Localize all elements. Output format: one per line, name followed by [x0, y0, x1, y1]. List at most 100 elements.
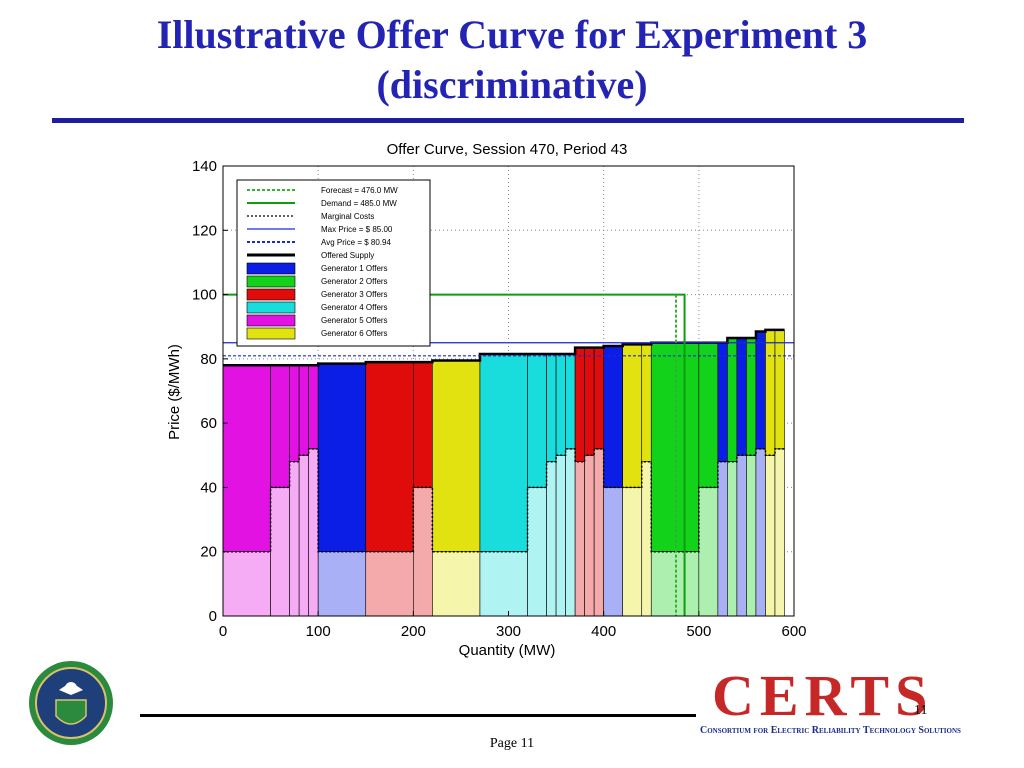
offer-block-gen3 [593, 347, 604, 450]
offer-block-gen3 [584, 347, 595, 456]
offer-block-gen2 [698, 342, 719, 488]
slide-number: 11 [914, 703, 928, 718]
legend-label: Avg Price = $ 80.94 [321, 238, 391, 247]
chart-title: Offer Curve, Session 470, Period 43 [387, 141, 628, 158]
offer-block-gen4 [565, 353, 576, 450]
cost-block-gen3 [413, 487, 433, 617]
offer-block-gen5 [289, 364, 300, 463]
legend-label: Generator 1 Offers [321, 264, 388, 273]
legend-label: Marginal Costs [321, 212, 374, 221]
cost-block-gen4 [565, 448, 576, 617]
legend-label: Generator 2 Offers [321, 277, 388, 286]
x-tick-label: 0 [219, 623, 227, 640]
legend-swatch [246, 275, 296, 288]
slide-title: Illustrative Offer Curve for Experiment … [0, 10, 1024, 110]
x-tick-label: 200 [401, 623, 426, 640]
chart-legend: Forecast = 476.0 MW Demand = 485.0 MW Marg… [236, 179, 431, 347]
offer-block-gen6 [774, 329, 785, 450]
cost-block-gen1 [755, 448, 766, 617]
offer-block-gen6 [622, 344, 643, 488]
legend-swatch [246, 327, 296, 340]
offer-block-gen5 [222, 364, 271, 553]
offer-block-gen4 [546, 353, 557, 463]
offer-block-gen1 [717, 342, 728, 463]
y-axis-label: Price ($/MWh) [166, 344, 183, 440]
cost-block-gen6 [432, 551, 481, 617]
cost-block-gen5 [270, 487, 290, 617]
cost-block-gen5 [298, 454, 309, 617]
offer-block-gen6 [765, 329, 776, 456]
legend-label: Max Price = $ 85.00 [321, 225, 393, 234]
footer-divider [140, 714, 696, 717]
cost-block-gen2 [698, 487, 719, 617]
offer-block-gen2 [727, 337, 738, 463]
x-tick-label: 600 [781, 623, 806, 640]
title-divider [52, 118, 964, 123]
offer-block-gen4 [479, 353, 528, 553]
cost-block-gen4 [479, 551, 528, 617]
cost-block-gen3 [365, 551, 414, 617]
offer-block-gen3 [413, 361, 433, 488]
legend-label: Offered Supply [321, 251, 374, 260]
cost-block-gen3 [584, 454, 595, 617]
cost-block-gen5 [222, 551, 271, 617]
doe-seal-logo [29, 661, 113, 745]
slide-title-line1: Illustrative Offer Curve for Experiment … [156, 12, 868, 57]
cost-block-gen1 [317, 551, 367, 617]
offer-block-gen6 [432, 360, 481, 553]
offer-block-gen5 [308, 364, 319, 450]
cost-block-gen4 [555, 454, 566, 617]
cost-block-gen4 [527, 487, 547, 617]
cost-block-gen4 [546, 461, 557, 617]
offer-block-gen5 [298, 364, 309, 456]
offer-block-gen1 [603, 345, 624, 488]
y-tick-label: 80 [200, 351, 217, 368]
cost-block-gen5 [308, 448, 319, 617]
cost-block-gen6 [765, 454, 776, 617]
y-tick-label: 20 [200, 544, 217, 561]
offer-block-gen4 [527, 353, 547, 488]
cost-block-gen1 [603, 487, 624, 617]
certs-logo-subtitle: Consortium for Electric Reliability Tech… [700, 725, 961, 736]
cost-block-gen1 [736, 454, 747, 617]
cost-block-gen3 [574, 461, 585, 617]
offer-block-gen1 [755, 331, 766, 450]
slide-title-line2: (discriminative) [376, 62, 648, 107]
cost-block-gen1 [717, 461, 728, 617]
x-tick-label: 300 [496, 623, 521, 640]
legend-swatch [246, 314, 296, 327]
legend-label: Generator 5 Offers [321, 316, 388, 325]
cost-block-gen2 [727, 461, 738, 617]
cost-block-gen2 [746, 454, 757, 617]
certs-logo: CERTS [712, 663, 934, 728]
cost-block-gen5 [289, 461, 300, 617]
cost-block-gen6 [774, 448, 785, 617]
y-tick-label: 120 [192, 222, 217, 239]
offer-block-gen1 [317, 363, 367, 553]
offer-block-gen3 [365, 361, 414, 553]
y-tick-label: 0 [209, 608, 217, 625]
x-tick-label: 500 [686, 623, 711, 640]
offer-block-gen5 [270, 364, 290, 488]
cost-block-gen6 [641, 461, 652, 617]
x-tick-label: 400 [591, 623, 616, 640]
legend-label: Generator 3 Offers [321, 290, 388, 299]
legend-label: Generator 4 Offers [321, 303, 388, 312]
y-tick-label: 100 [192, 287, 217, 304]
y-tick-label: 140 [192, 158, 217, 175]
page-label: Page 11 [489, 736, 535, 751]
offer-block-gen3 [574, 347, 585, 463]
x-axis-label: Quantity (MW) [459, 642, 556, 659]
cost-block-gen3 [593, 448, 604, 617]
x-tick-label: 100 [306, 623, 331, 640]
offered-supply-line [223, 328, 785, 367]
legend-label: Forecast = 476.0 MW [321, 186, 398, 195]
plot-area: 0 100 200 300 400 500 600 0 20 40 60 80 100 120 140 For… [192, 158, 807, 640]
legend-label: Demand = 485.0 MW [321, 199, 397, 208]
legend-label: Generator 6 Offers [321, 329, 388, 338]
y-tick-label: 40 [200, 479, 217, 496]
offer-block-gen4 [555, 353, 566, 456]
y-tick-label: 60 [200, 415, 217, 432]
offer-block-gen6 [641, 344, 652, 463]
